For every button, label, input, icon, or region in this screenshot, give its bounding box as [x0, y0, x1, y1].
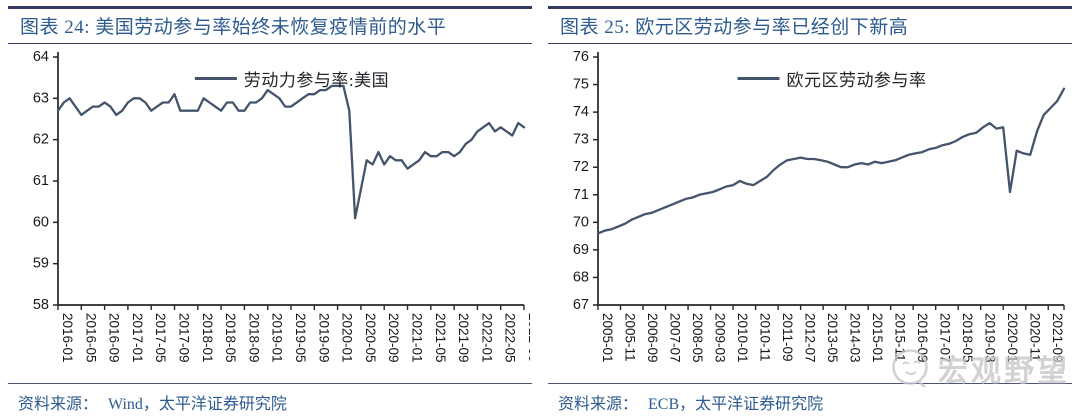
- svg-text:59: 59: [33, 256, 49, 272]
- svg-text:2007-07: 2007-07: [668, 313, 683, 363]
- svg-text:2015-11: 2015-11: [893, 313, 908, 362]
- source-row-us: 资料来源： Wind，太平洋证券研究院: [8, 383, 532, 414]
- legend-us: 劳动力参与率:美国: [194, 66, 390, 91]
- svg-text:74: 74: [573, 104, 589, 120]
- chart-title-us: 图表 24: 美国劳动参与率始终未恢复疫情前的水平: [20, 17, 447, 38]
- svg-text:2017-01: 2017-01: [130, 313, 145, 363]
- legend-line-swatch: [737, 77, 780, 80]
- svg-text:2006-09: 2006-09: [645, 313, 660, 363]
- svg-text:2016-09: 2016-09: [107, 313, 122, 363]
- svg-text:2011-09: 2011-09: [780, 313, 795, 362]
- legend-label-eurozone: 欧元区劳动参与率: [786, 71, 927, 90]
- line-chart-us: 58 59 60 61 62 63 64 2016-01 2016-05 2016-09 2017-…: [33, 49, 530, 363]
- svg-text:76: 76: [573, 49, 589, 65]
- svg-text:2016-09: 2016-09: [915, 313, 930, 363]
- svg-text:2005-11: 2005-11: [623, 313, 638, 362]
- source-label-eurozone: 资料来源：: [558, 396, 639, 413]
- svg-text:2010-01: 2010-01: [735, 313, 750, 363]
- svg-text:69: 69: [573, 242, 589, 258]
- svg-text:2020-09: 2020-09: [386, 313, 401, 363]
- svg-text:2022-01: 2022-01: [479, 313, 494, 363]
- chart-area-eurozone: 67 68 69 70 71 72 73 74 75 76 2005-01 2005-11 2006-0…: [548, 44, 1072, 388]
- svg-text:2017-05: 2017-05: [153, 313, 168, 363]
- svg-text:72: 72: [573, 159, 589, 175]
- legend-eurozone: 欧元区劳动参与率: [737, 66, 927, 91]
- svg-text:68: 68: [573, 269, 589, 285]
- svg-text:62: 62: [33, 132, 49, 148]
- svg-text:2020-05: 2020-05: [363, 313, 378, 363]
- svg-text:2022-05: 2022-05: [503, 313, 518, 363]
- line-chart-eurozone: 67 68 69 70 71 72 73 74 75 76 2005-01 2005-11 2006-0…: [573, 49, 1065, 363]
- svg-text:2019-05: 2019-05: [293, 313, 308, 363]
- svg-text:73: 73: [573, 132, 589, 148]
- svg-text:2018-09: 2018-09: [246, 313, 261, 363]
- source-row-eurozone: 资料来源： ECB，太平洋证券研究院: [548, 383, 1072, 414]
- svg-text:2019-01: 2019-01: [270, 313, 285, 363]
- svg-text:60: 60: [33, 214, 49, 230]
- svg-text:2021-01: 2021-01: [410, 313, 425, 363]
- svg-text:2018-01: 2018-01: [200, 313, 215, 363]
- chart-panel-eurozone: 图表 25: 欧元区劳动参与率已经创下新高 67 68 69 70 71 72 73 74 75…: [548, 0, 1072, 417]
- svg-text:2014-03: 2014-03: [848, 313, 863, 363]
- source-text-eurozone: ECB，太平洋证券研究院: [648, 396, 824, 413]
- svg-text:2017-09: 2017-09: [177, 313, 192, 363]
- chart-area-us: 58 59 60 61 62 63 64 2016-01 2016-05 2016-09 2017-…: [8, 44, 532, 382]
- chart-title-bar-eurozone: 图表 25: 欧元区劳动参与率已经创下新高: [548, 6, 1072, 44]
- svg-text:63: 63: [33, 90, 49, 106]
- chart-title-eurozone: 图表 25: 欧元区劳动参与率已经创下新高: [560, 17, 909, 38]
- svg-text:2015-01: 2015-01: [870, 313, 885, 363]
- svg-text:2009-03: 2009-03: [713, 313, 728, 363]
- legend-label-us: 劳动力参与率:美国: [243, 71, 390, 90]
- svg-text:71: 71: [573, 187, 589, 203]
- chart-title-bar-us: 图表 24: 美国劳动参与率始终未恢复疫情前的水平: [8, 6, 532, 44]
- svg-text:2018-05: 2018-05: [223, 313, 238, 363]
- svg-text:2018-05: 2018-05: [960, 313, 975, 363]
- svg-text:2016-01: 2016-01: [60, 313, 75, 363]
- svg-text:2012-07: 2012-07: [803, 313, 818, 363]
- legend-line-swatch: [194, 77, 237, 80]
- svg-text:2016-05: 2016-05: [83, 313, 98, 363]
- chart-panel-us: 图表 24: 美国劳动参与率始终未恢复疫情前的水平 58 59 60 61 62 63 64…: [8, 0, 532, 417]
- svg-text:70: 70: [573, 214, 589, 230]
- svg-text:2019-03: 2019-03: [983, 313, 998, 363]
- svg-text:2021-09: 2021-09: [1050, 313, 1065, 363]
- svg-text:2020-01: 2020-01: [1005, 313, 1020, 363]
- svg-text:2022-09: 2022-09: [526, 313, 530, 363]
- svg-text:2020-11: 2020-11: [1028, 313, 1043, 362]
- svg-text:58: 58: [33, 297, 49, 313]
- svg-text:2019-09: 2019-09: [316, 313, 331, 363]
- svg-text:61: 61: [33, 173, 49, 189]
- svg-text:2017-07: 2017-07: [938, 313, 953, 363]
- source-label-us: 资料来源：: [18, 396, 99, 413]
- svg-text:64: 64: [33, 49, 49, 65]
- svg-text:2021-09: 2021-09: [456, 313, 471, 363]
- svg-text:67: 67: [573, 297, 589, 313]
- svg-text:2008-05: 2008-05: [690, 313, 705, 363]
- source-text-us: Wind，太平洋证券研究院: [108, 396, 287, 413]
- svg-text:2005-01: 2005-01: [600, 313, 615, 363]
- svg-text:75: 75: [573, 77, 589, 93]
- svg-text:2021-05: 2021-05: [433, 313, 448, 363]
- svg-text:2020-01: 2020-01: [340, 313, 355, 363]
- svg-text:2010-11: 2010-11: [758, 313, 773, 362]
- svg-text:2013-05: 2013-05: [825, 313, 840, 363]
